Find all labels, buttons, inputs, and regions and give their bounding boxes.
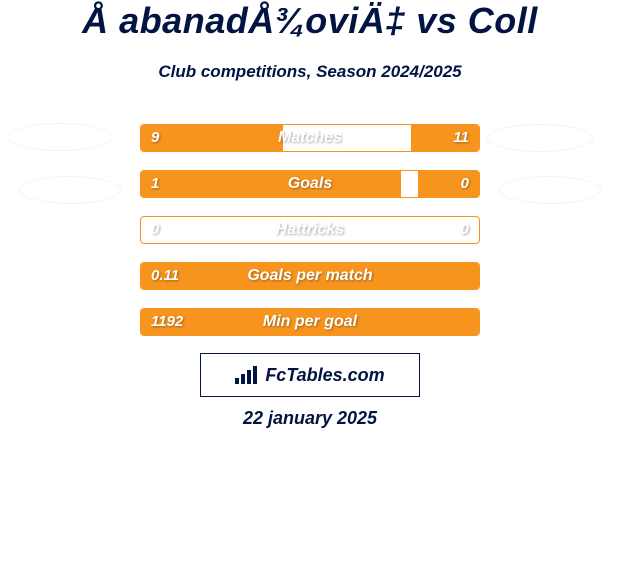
date-label: 22 january 2025 xyxy=(0,408,620,429)
stat-label: Goals xyxy=(141,171,479,197)
stat-row-goals: 10Goals xyxy=(140,170,480,198)
source-logo: FcTables.com xyxy=(235,365,384,386)
comparison-card: Å abanadÅ¾oviÄ‡ vs Coll Club competition… xyxy=(0,0,620,580)
bar-chart-icon xyxy=(235,366,259,384)
stat-label: Hattricks xyxy=(141,217,479,243)
stat-label: Goals per match xyxy=(141,263,479,289)
left-avatar-2 xyxy=(20,177,120,203)
left-avatar-1 xyxy=(8,124,112,150)
right-avatar-1 xyxy=(488,125,592,151)
stat-row-matches: 911Matches xyxy=(140,124,480,152)
stat-row-hattricks: 00Hattricks xyxy=(140,216,480,244)
stat-row-mpg: 1192Min per goal xyxy=(140,308,480,336)
page-title: Å abanadÅ¾oviÄ‡ vs Coll xyxy=(0,0,620,42)
source-logo-text: FcTables.com xyxy=(265,365,384,386)
stat-label: Min per goal xyxy=(141,309,479,335)
page-subtitle: Club competitions, Season 2024/2025 xyxy=(0,62,620,82)
right-avatar-2 xyxy=(500,177,600,203)
stat-row-gpm: 0.11Goals per match xyxy=(140,262,480,290)
stat-label: Matches xyxy=(141,125,479,151)
source-logo-box: FcTables.com xyxy=(200,353,420,397)
